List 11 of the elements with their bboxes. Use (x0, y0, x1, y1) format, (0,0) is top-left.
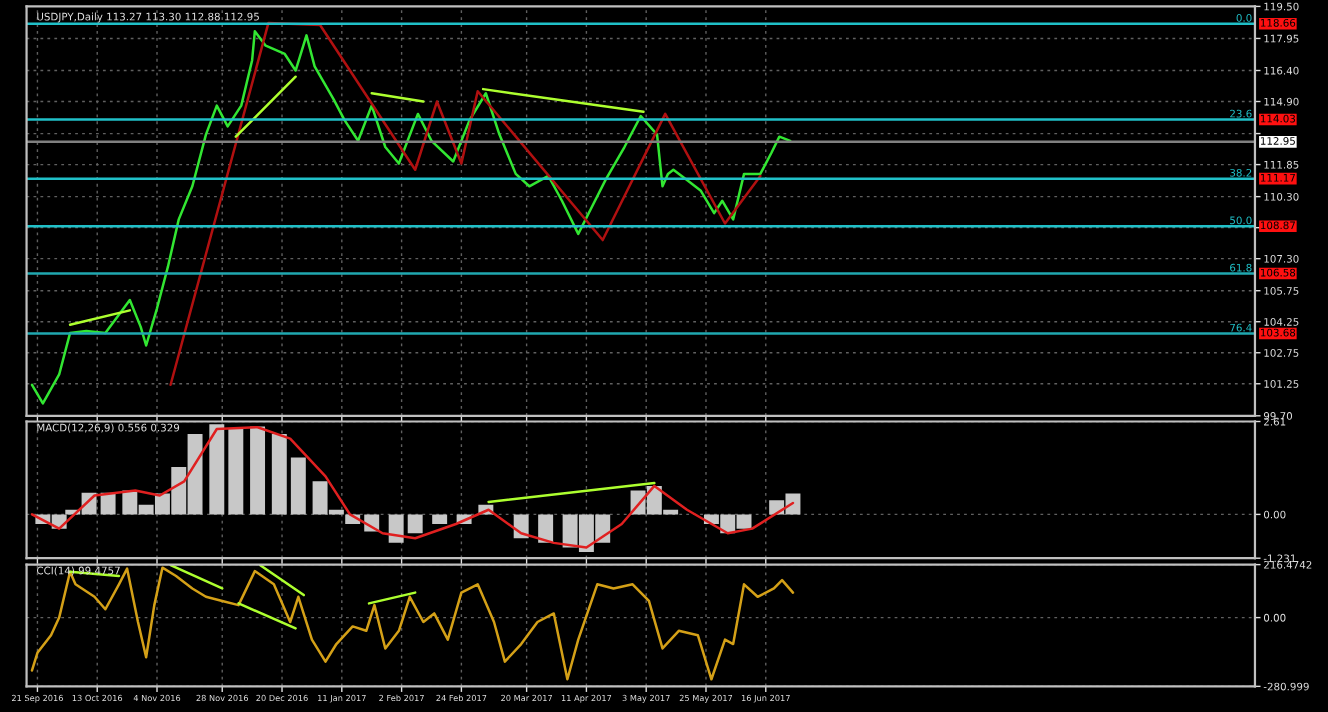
bar (290, 457, 306, 515)
bar (432, 514, 448, 525)
line-series (169, 21, 762, 387)
bar (538, 514, 554, 543)
line-series (30, 425, 795, 549)
bar (388, 514, 404, 543)
bar (407, 514, 423, 534)
bar (271, 433, 287, 515)
line-series (30, 566, 795, 681)
bar (228, 428, 244, 515)
line-series (30, 29, 792, 405)
